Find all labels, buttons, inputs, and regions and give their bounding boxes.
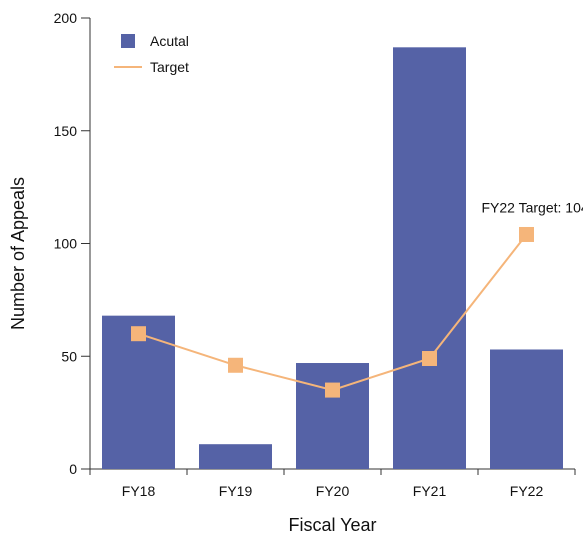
legend-swatch-acutal	[121, 34, 135, 48]
y-ticks: 0 50 100 150 200	[54, 10, 90, 477]
bar-fy20	[296, 363, 369, 469]
y-tick-label: 50	[61, 348, 77, 364]
target-point-fy18	[131, 326, 146, 342]
y-tick-label: 100	[54, 236, 78, 252]
target-point-fy20	[325, 382, 340, 398]
y-axis-title: Number of Appeals	[8, 177, 28, 330]
target-point-fy19	[228, 357, 243, 373]
legend-label-acutal: Acutal	[150, 33, 189, 49]
x-tick-label: FY20	[316, 483, 350, 499]
x-tick-label: FY21	[413, 483, 447, 499]
y-tick-label: 150	[54, 123, 78, 139]
x-tick-label: FY22	[510, 483, 544, 499]
y-tick-label: 0	[69, 461, 77, 477]
legend: Acutal Target	[114, 33, 189, 75]
bars	[102, 47, 563, 469]
target-line-series	[131, 226, 534, 398]
target-point-fy22	[519, 226, 534, 242]
x-tick-label: FY19	[219, 483, 253, 499]
x-tick-label: FY18	[122, 483, 156, 499]
target-annotation: FY22 Target: 104	[482, 199, 583, 215]
legend-label-target: Target	[150, 59, 189, 75]
bar-fy22	[490, 349, 563, 469]
bar-fy19	[199, 444, 272, 469]
bar-fy21	[393, 47, 466, 469]
target-point-fy21	[422, 351, 437, 367]
x-ticks: FY18 FY19 FY20 FY21 FY22	[89, 469, 576, 499]
x-axis-title: Fiscal Year	[288, 515, 376, 535]
y-tick-label: 200	[54, 10, 78, 26]
